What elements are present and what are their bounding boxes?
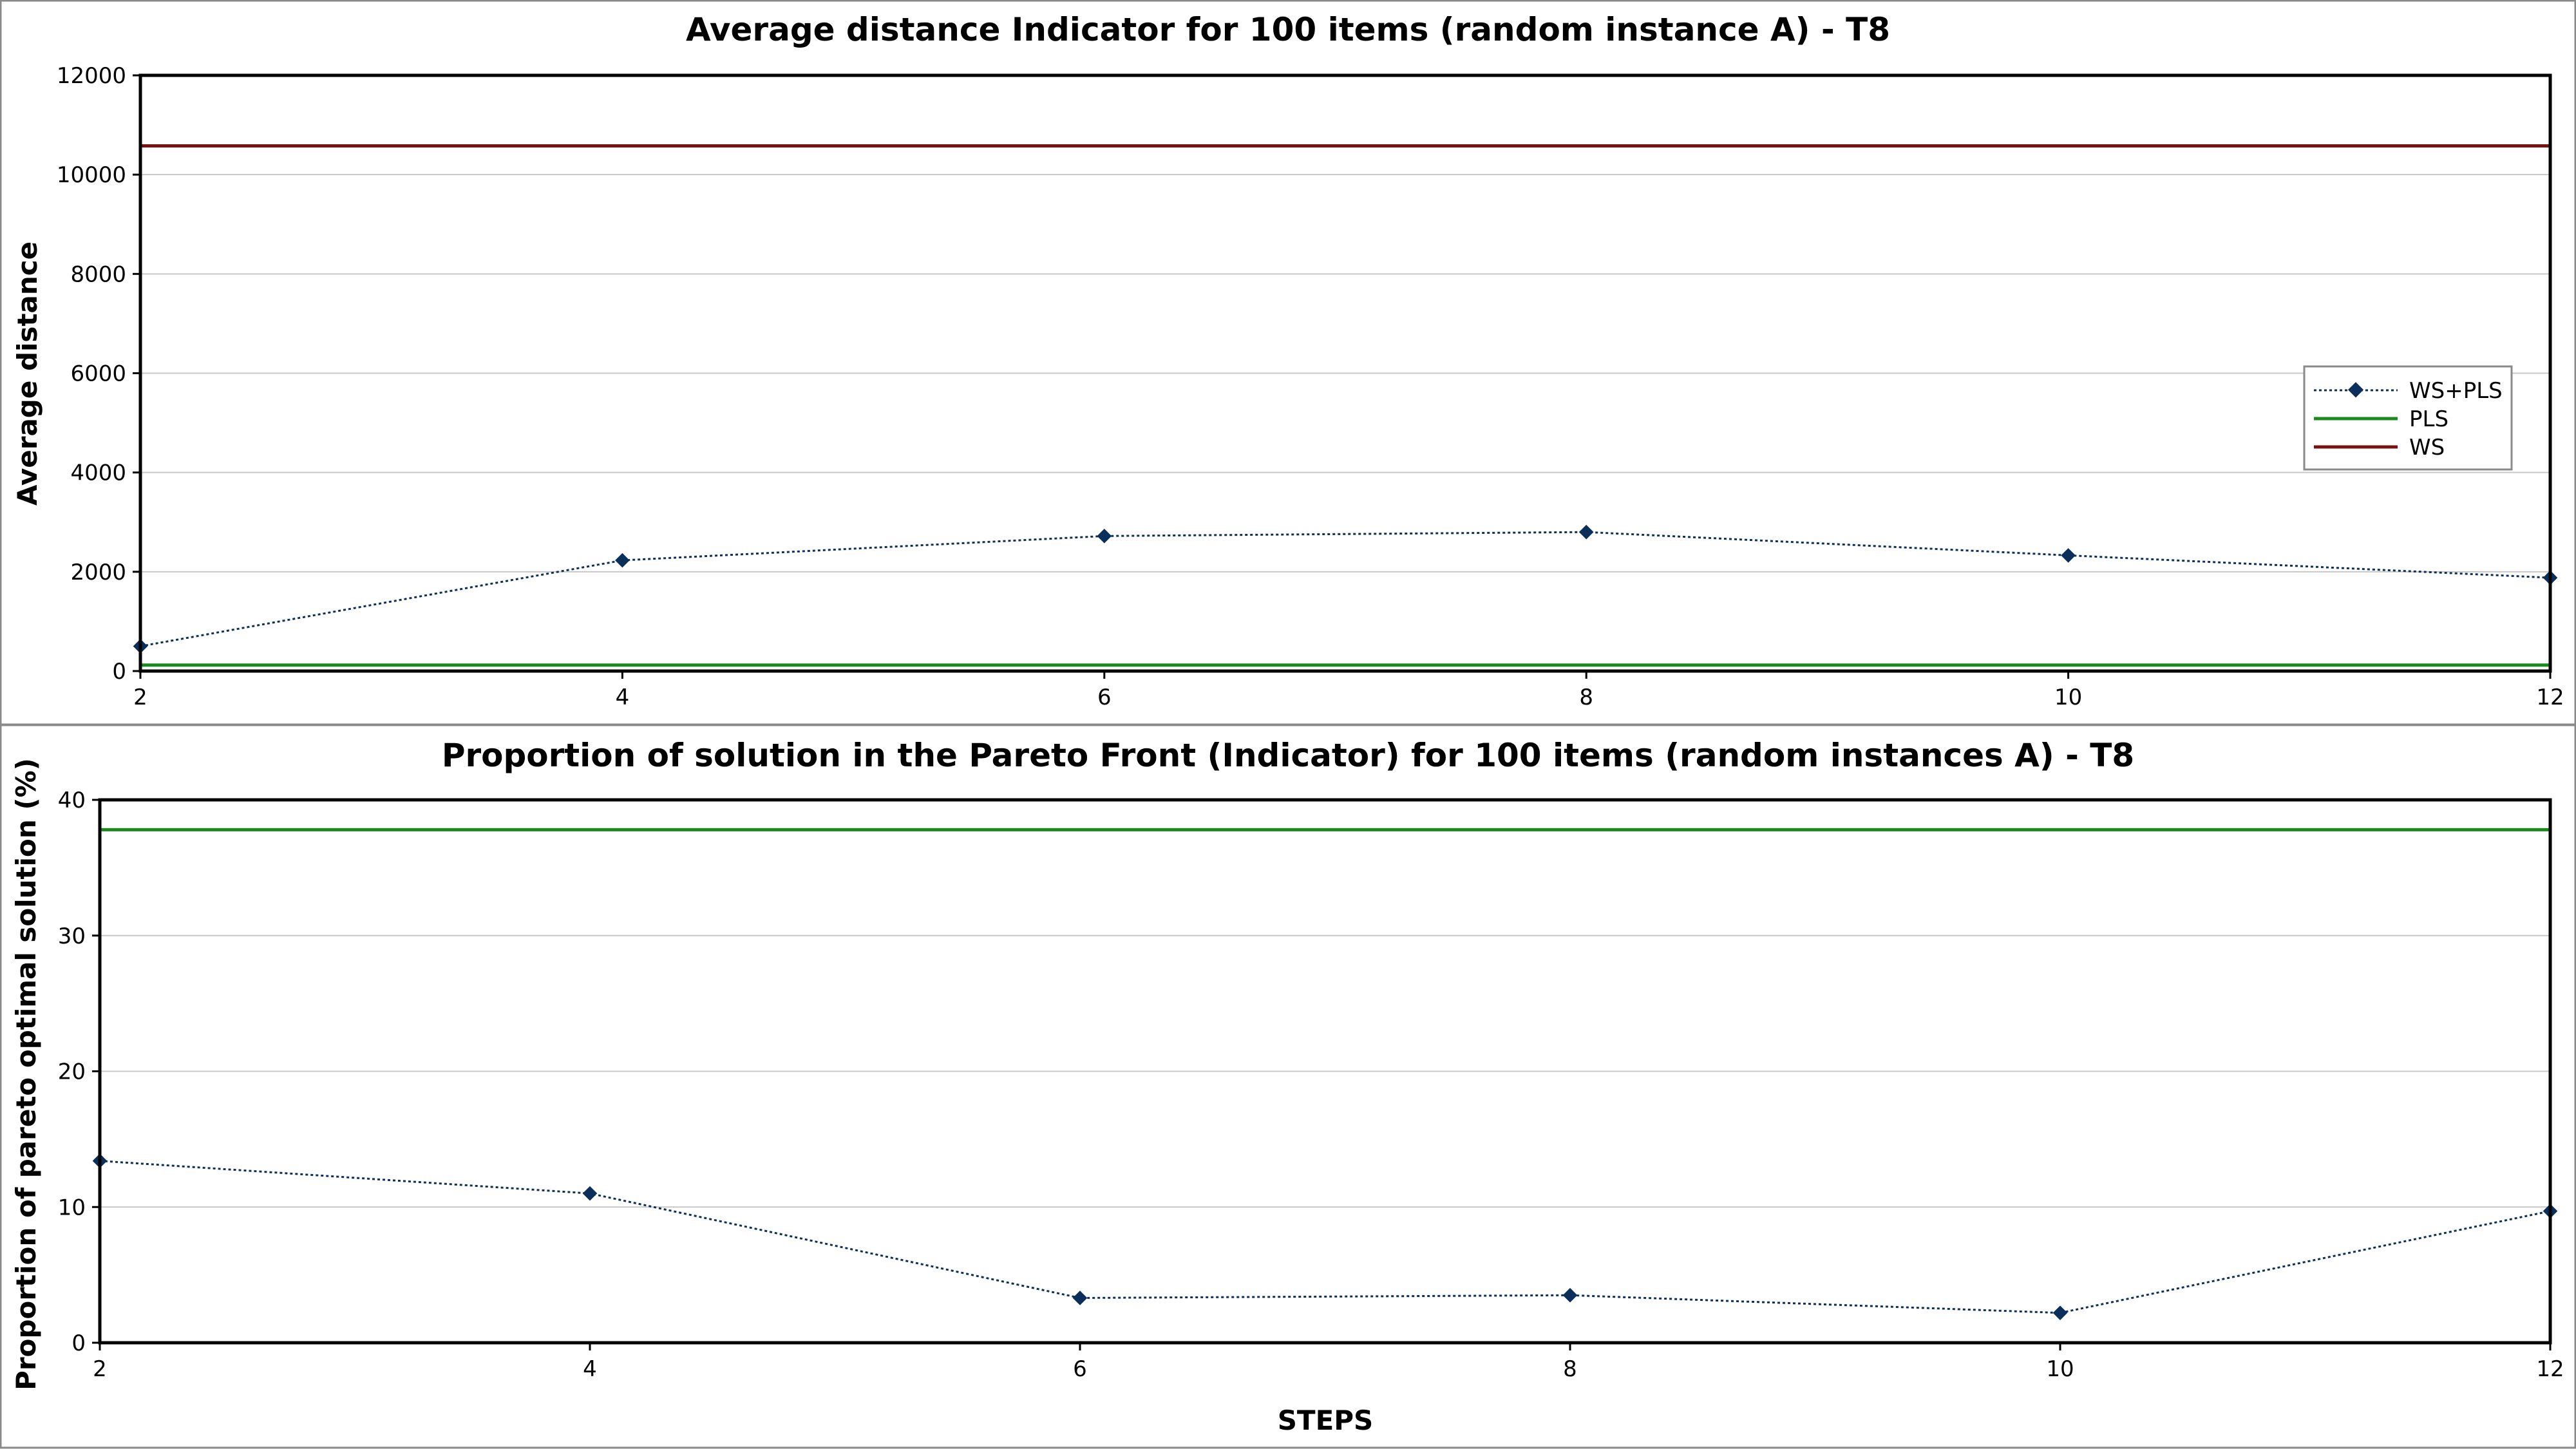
y-tick-label: 2000 (70, 560, 126, 585)
chart-2-x-ticks: 2 4 6 8 10 12 (93, 1343, 2564, 1382)
y-tick-label: 40 (58, 788, 86, 813)
series-line-ws-pls (99, 1160, 2551, 1314)
panel-2-border (0, 724, 2576, 1449)
data-point (2061, 548, 2076, 563)
x-tick-label: 12 (2536, 685, 2564, 710)
series-line-ws-pls (140, 531, 2551, 647)
legend-label-ws: WS (2409, 435, 2445, 460)
x-tick-label: 6 (1097, 685, 1112, 710)
chart-2-y-axis-title: Proportion of pareto optimal solution (%… (10, 758, 42, 1390)
y-tick-label: 12000 (57, 63, 126, 89)
x-tick-label: 10 (2054, 685, 2082, 710)
chart-1-series (133, 144, 2558, 667)
y-tick-label: 10 (58, 1195, 86, 1220)
chart-1-legend: WS+PLS PLS WS (2303, 365, 2513, 471)
data-point (2052, 1305, 2068, 1320)
data-point (615, 553, 630, 568)
data-point (582, 1186, 598, 1201)
chart-1-y-axis-title: Average distance (12, 242, 43, 506)
panel-1-border (0, 0, 2576, 726)
chart-1-title: Average distance Indicator for 100 items… (686, 11, 1890, 48)
series-ws-pls (92, 1153, 2558, 1320)
legend-label-ws-pls: WS+PLS (2409, 378, 2503, 404)
chart-panel-2: Proportion of solution in the Pareto Fro… (0, 724, 2576, 1449)
data-point (1562, 1287, 1578, 1303)
x-tick-label: 2 (133, 685, 147, 710)
x-tick-label: 2 (93, 1356, 107, 1382)
legend-label-pls: PLS (2409, 406, 2448, 432)
x-tick-label: 8 (1563, 1356, 1577, 1382)
y-tick-label: 4000 (70, 460, 126, 486)
x-tick-label: 8 (1579, 685, 1593, 710)
x-tick-label: 10 (2046, 1356, 2074, 1382)
y-tick-label: 8000 (70, 261, 126, 287)
chart-2-title: Proportion of solution in the Pareto Fro… (442, 737, 2134, 774)
x-tick-label: 4 (616, 685, 630, 710)
chart-1-gridlines (140, 174, 2550, 573)
chart-1-y-ticks: 0 2000 4000 6000 8000 10000 12000 (57, 63, 140, 685)
data-point (1578, 524, 1594, 540)
series-ws-pls (133, 524, 2558, 654)
y-tick-label: 0 (71, 1331, 86, 1356)
x-tick-label: 12 (2536, 1356, 2564, 1382)
chart-1-plot-area (138, 73, 2552, 673)
legend-item-ws: WS (2314, 435, 2445, 460)
chart-panel-1: Average distance Indicator for 100 items… (0, 0, 2576, 726)
y-tick-label: 20 (58, 1059, 86, 1085)
x-tick-label: 6 (1073, 1356, 1087, 1382)
y-tick-label: 10000 (57, 162, 126, 188)
y-tick-label: 0 (112, 659, 126, 685)
y-tick-label: 30 (58, 923, 86, 949)
data-point (1072, 1291, 1088, 1305)
chart-2-x-axis-title: STEPS (1278, 1405, 1374, 1436)
data-point (1097, 529, 1112, 544)
chart-2-plot-area (98, 798, 2552, 1345)
legend-item-pls: PLS (2314, 406, 2448, 432)
y-tick-label: 6000 (70, 361, 126, 387)
chart-2-series (92, 828, 2558, 1345)
chart-2-gridlines (100, 934, 2550, 1208)
x-tick-label: 4 (583, 1356, 597, 1382)
chart-2-y-ticks: 0 10 20 30 40 (58, 788, 100, 1356)
chart-1-x-ticks: 2 4 6 8 10 12 (133, 671, 2564, 710)
